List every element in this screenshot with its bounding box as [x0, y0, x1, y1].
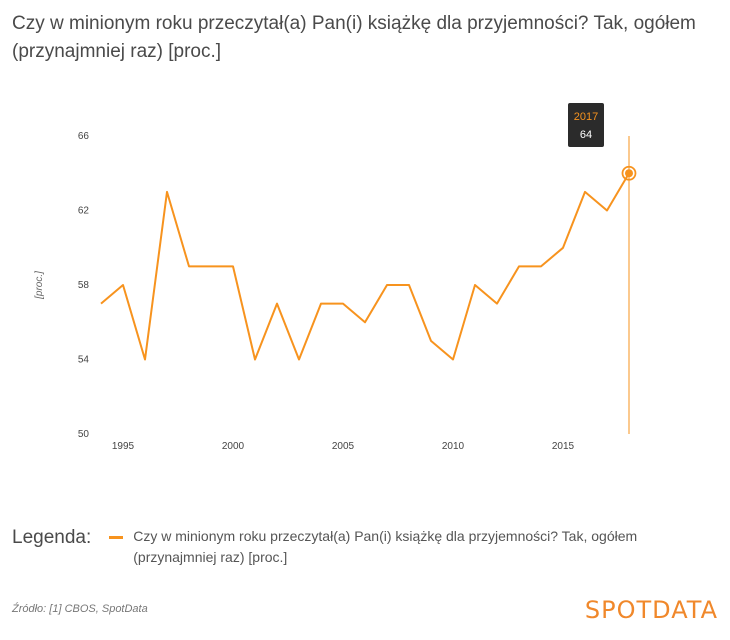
data-point[interactable]	[161, 186, 173, 198]
tooltip-year: 2017	[574, 111, 598, 123]
data-point[interactable]	[557, 242, 569, 254]
data-point[interactable]	[601, 205, 613, 217]
y-tick-label: 66	[78, 131, 90, 142]
legend-item-label[interactable]: Czy w minionym roku przeczytał(a) Pan(i)…	[133, 526, 718, 568]
data-point[interactable]	[381, 279, 393, 291]
hover-marker[interactable]	[625, 169, 633, 177]
data-point[interactable]	[205, 260, 217, 272]
x-tick-label: 1995	[112, 441, 135, 452]
data-point[interactable]	[447, 354, 459, 366]
data-point[interactable]	[139, 354, 151, 366]
x-axis-ticks: 1995 2000 2005 2010 2015	[112, 441, 575, 452]
legend-title: Legenda:	[12, 526, 91, 550]
data-point[interactable]	[227, 260, 239, 272]
data-point[interactable]	[95, 298, 107, 310]
data-point[interactable]	[513, 260, 525, 272]
data-point[interactable]	[535, 260, 547, 272]
data-point[interactable]	[469, 279, 481, 291]
legend: Legenda: Czy w minionym roku przeczytał(…	[12, 526, 718, 568]
y-tick-label: 54	[78, 355, 90, 366]
y-tick-label: 62	[78, 206, 90, 217]
data-point[interactable]	[271, 298, 283, 310]
data-point[interactable]	[117, 279, 129, 291]
y-tick-label: 58	[78, 280, 90, 291]
y-axis-ticks: 50 54 58 62 66	[78, 131, 90, 440]
data-point[interactable]	[579, 186, 591, 198]
data-point[interactable]	[491, 298, 503, 310]
spotdata-logo[interactable]: SPOTDATA	[585, 596, 718, 624]
data-point[interactable]	[183, 260, 195, 272]
data-point[interactable]	[425, 335, 437, 347]
x-tick-label: 2010	[442, 441, 465, 452]
data-point[interactable]	[403, 279, 415, 291]
data-point[interactable]	[293, 354, 305, 366]
series-points	[95, 167, 635, 365]
data-point[interactable]	[249, 354, 261, 366]
x-tick-label: 2005	[332, 441, 355, 452]
tooltip-value: 64	[580, 129, 592, 141]
tooltip: 2017 64	[568, 103, 604, 147]
x-tick-label: 2000	[222, 441, 245, 452]
data-point[interactable]	[359, 316, 371, 328]
legend-swatch	[109, 536, 123, 539]
source-note: Źródło: [1] CBOS, SpotData	[12, 603, 148, 615]
y-tick-label: 50	[78, 429, 90, 440]
series-line[interactable]	[101, 173, 629, 359]
data-point[interactable]	[337, 298, 349, 310]
y-axis-label: [proc.]	[34, 271, 45, 300]
data-point[interactable]	[315, 298, 327, 310]
x-tick-label: 2015	[552, 441, 575, 452]
